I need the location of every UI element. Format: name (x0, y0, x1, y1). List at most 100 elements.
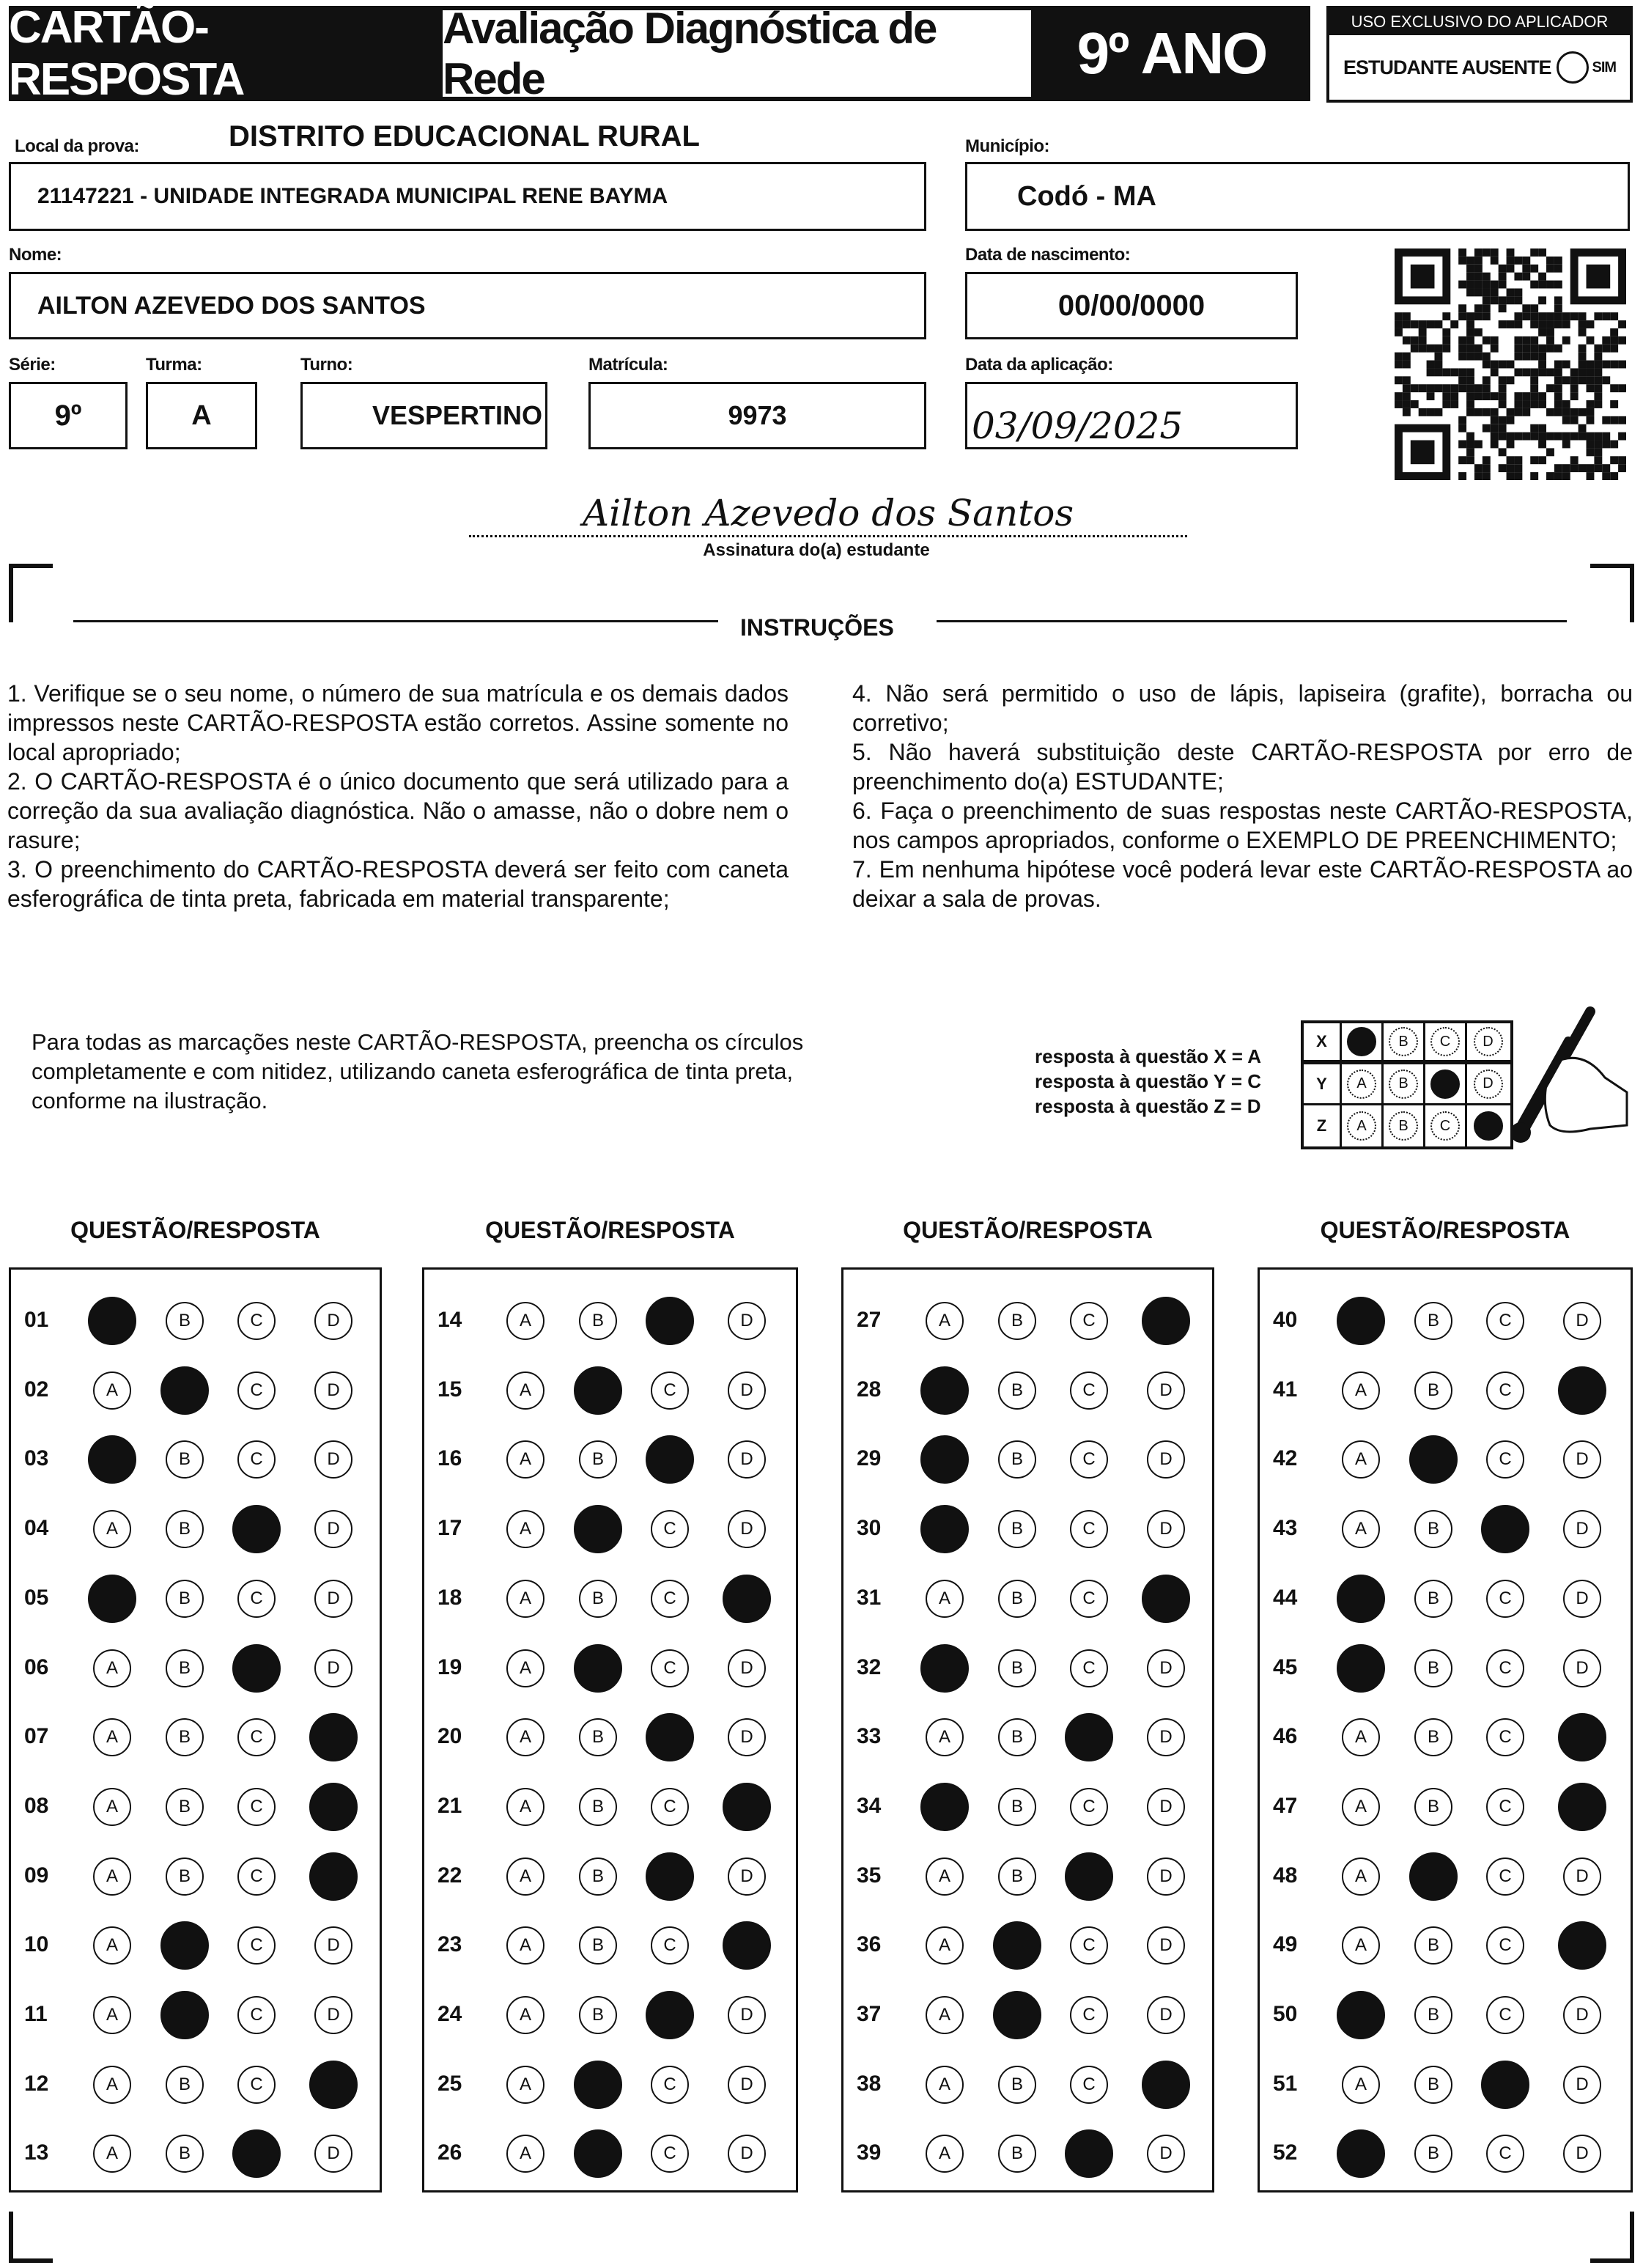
bubble-b[interactable]: B (166, 1718, 204, 1757)
bubble-d[interactable]: D (314, 1371, 352, 1410)
bubble-c[interactable]: C (1070, 2065, 1108, 2104)
bubble-a[interactable]: A (506, 1579, 544, 1618)
bubble-d[interactable]: D (314, 1440, 352, 1479)
filled-bubble-d[interactable]: D (1142, 2060, 1190, 2109)
bubble-c[interactable]: C (1070, 1996, 1108, 2034)
bubble-c[interactable]: C (1486, 1857, 1524, 1896)
bubble-b[interactable]: B (166, 1510, 204, 1549)
bubble-c[interactable]: C (1486, 1440, 1524, 1479)
bubble-b[interactable]: B (1414, 1996, 1452, 2034)
bubble-a[interactable]: A (506, 1510, 544, 1549)
bubble-a[interactable]: A (926, 1302, 964, 1340)
filled-bubble-a[interactable]: A (1337, 1643, 1385, 1693)
bubble-d[interactable]: D (728, 1996, 766, 2034)
filled-bubble-a[interactable]: A (1337, 1297, 1385, 1345)
filled-bubble-b[interactable]: B (574, 1643, 622, 1693)
bubble-b[interactable]: B (1414, 1510, 1452, 1549)
filled-bubble-c[interactable]: C (646, 1713, 694, 1762)
filled-bubble-d[interactable]: D (309, 1852, 358, 1901)
bubble-b[interactable]: B (166, 1857, 204, 1896)
bubble-c[interactable]: C (237, 1718, 276, 1757)
bubble-d[interactable]: D (728, 1302, 766, 1340)
bubble-a[interactable]: A (93, 1926, 131, 1965)
bubble-d[interactable]: D (314, 1926, 352, 1965)
bubble-d[interactable]: D (1147, 2135, 1185, 2173)
bubble-d[interactable]: D (728, 1649, 766, 1687)
filled-bubble-a[interactable]: A (920, 1782, 969, 1831)
bubble-b[interactable]: B (579, 1857, 617, 1896)
filled-bubble-a[interactable]: A (88, 1297, 136, 1345)
bubble-a[interactable]: A (506, 1926, 544, 1965)
bubble-b[interactable]: B (579, 1440, 617, 1479)
bubble-d[interactable]: D (1563, 1440, 1601, 1479)
filled-bubble-b[interactable]: B (574, 2129, 622, 2179)
bubble-a[interactable]: A (1342, 1440, 1380, 1479)
bubble-c[interactable]: C (237, 1440, 276, 1479)
bubble-a[interactable]: A (93, 1718, 131, 1757)
bubble-a[interactable]: A (1342, 1371, 1380, 1410)
bubble-a[interactable]: A (926, 2135, 964, 2173)
bubble-a[interactable]: A (926, 1579, 964, 1618)
bubble-b[interactable]: B (166, 1649, 204, 1687)
bubble-c[interactable]: C (1070, 1302, 1108, 1340)
bubble-d[interactable]: D (314, 1579, 352, 1618)
aplicacao-field[interactable]: 03/09/2025 (965, 382, 1298, 449)
bubble-b[interactable]: B (998, 2065, 1036, 2104)
filled-bubble-c[interactable]: C (232, 1643, 281, 1693)
bubble-a[interactable]: A (506, 1302, 544, 1340)
bubble-a[interactable]: A (506, 1440, 544, 1479)
filled-bubble-a[interactable]: A (1337, 1991, 1385, 2039)
filled-bubble-d[interactable]: D (723, 1782, 771, 1831)
bubble-d[interactable]: D (728, 1718, 766, 1757)
bubble-b[interactable]: B (998, 1649, 1036, 1687)
bubble-a[interactable]: A (1342, 1718, 1380, 1757)
filled-bubble-a[interactable]: A (88, 1435, 136, 1484)
bubble-d[interactable]: D (728, 1371, 766, 1410)
bubble-d[interactable]: D (1563, 1649, 1601, 1687)
bubble-a[interactable]: A (926, 1926, 964, 1965)
filled-bubble-c[interactable]: C (1065, 2129, 1113, 2179)
filled-bubble-c[interactable]: C (232, 2129, 281, 2179)
bubble-a[interactable]: A (1342, 1926, 1380, 1965)
absent-bubble[interactable] (1557, 51, 1590, 84)
bubble-c[interactable]: C (1486, 1302, 1524, 1340)
bubble-b[interactable]: B (1414, 2065, 1452, 2104)
filled-bubble-b[interactable]: B (993, 1991, 1041, 2039)
bubble-c[interactable]: C (1070, 1787, 1108, 1826)
bubble-a[interactable]: A (506, 1718, 544, 1757)
filled-bubble-c[interactable]: C (646, 1991, 694, 2039)
bubble-b[interactable]: B (166, 1440, 204, 1479)
bubble-c[interactable]: C (237, 1996, 276, 2034)
bubble-b[interactable]: B (1414, 1926, 1452, 1965)
filled-bubble-a[interactable]: A (1337, 2129, 1385, 2179)
bubble-d[interactable]: D (728, 2065, 766, 2104)
bubble-c[interactable]: C (651, 1926, 689, 1965)
bubble-a[interactable]: A (926, 1718, 964, 1757)
bubble-c[interactable]: C (651, 2135, 689, 2173)
bubble-b[interactable]: B (166, 2065, 204, 2104)
bubble-b[interactable]: B (1414, 1579, 1452, 1618)
bubble-c[interactable]: C (1486, 1787, 1524, 1826)
bubble-d[interactable]: D (1563, 1857, 1601, 1896)
bubble-b[interactable]: B (579, 1926, 617, 1965)
bubble-a[interactable]: A (93, 1510, 131, 1549)
filled-bubble-a[interactable]: A (920, 1366, 969, 1415)
bubble-d[interactable]: D (1147, 1718, 1185, 1757)
bubble-a[interactable]: A (93, 1857, 131, 1896)
bubble-a[interactable]: A (1342, 1787, 1380, 1826)
bubble-a[interactable]: A (506, 1787, 544, 1826)
bubble-b[interactable]: B (998, 1510, 1036, 1549)
filled-bubble-b[interactable]: B (1409, 1435, 1458, 1484)
filled-bubble-a[interactable]: A (88, 1574, 136, 1623)
filled-bubble-d[interactable]: D (1142, 1574, 1190, 1623)
filled-bubble-d[interactable]: D (1558, 1782, 1606, 1831)
filled-bubble-d[interactable]: D (309, 1782, 358, 1831)
bubble-c[interactable]: C (237, 1579, 276, 1618)
bubble-c[interactable]: C (1070, 1579, 1108, 1618)
bubble-b[interactable]: B (1414, 2135, 1452, 2173)
bubble-d[interactable]: D (1563, 2135, 1601, 2173)
bubble-d[interactable]: D (314, 2135, 352, 2173)
bubble-c[interactable]: C (1486, 1996, 1524, 2034)
bubble-c[interactable]: C (1486, 2135, 1524, 2173)
bubble-b[interactable]: B (998, 1718, 1036, 1757)
